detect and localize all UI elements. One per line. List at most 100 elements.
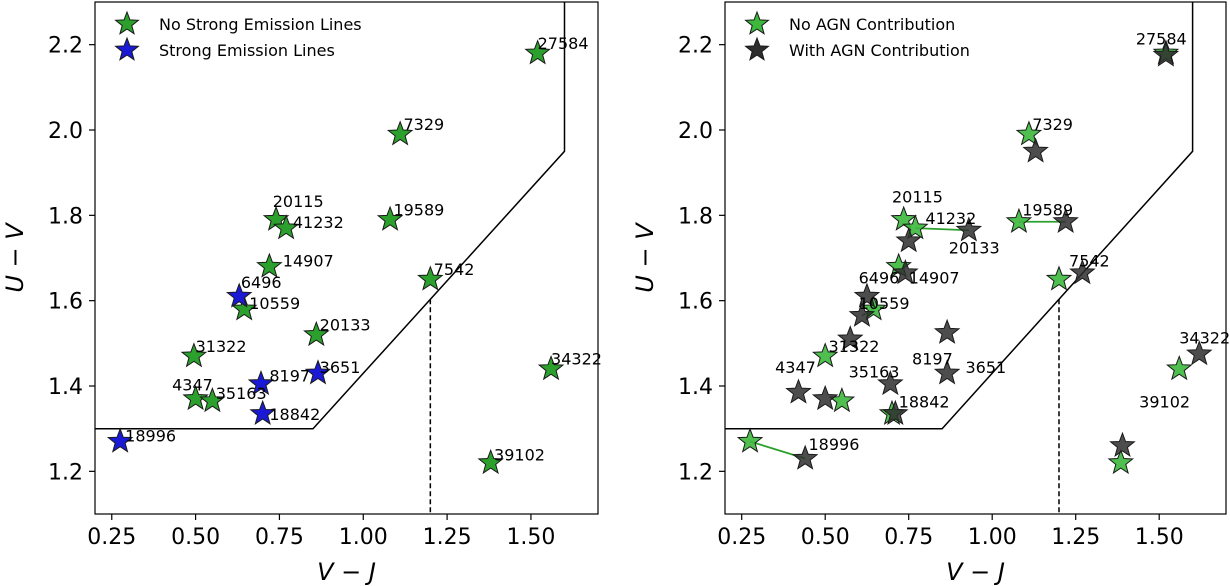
y-tick-label: 1.6 [678, 290, 713, 315]
point-label: 35163 [216, 384, 267, 403]
data-point-7542 [417, 265, 444, 291]
data-point-31322 [837, 325, 864, 351]
data-point-19589 [1005, 207, 1033, 234]
x-tick-label: 0.75 [255, 525, 304, 550]
point-label: 7542 [1069, 252, 1110, 271]
data-point-10559 [230, 295, 258, 321]
x-tick-label: 1.50 [506, 525, 555, 550]
data-point-34322 [1186, 340, 1213, 366]
data-point-14907 [892, 259, 919, 285]
data-point-27584 [524, 39, 551, 65]
data-point-31322 [811, 342, 839, 368]
data-point-7329 [386, 120, 414, 146]
legend-marker [744, 36, 770, 61]
y-tick-label: 1.2 [678, 460, 713, 485]
data-point-7542 [1045, 265, 1073, 291]
legend-label: No AGN Contribution [789, 15, 955, 34]
data-point-20133 [955, 216, 983, 242]
point-label: 27584 [538, 34, 589, 53]
data-point-41232 [902, 214, 929, 240]
x-tick-label: 0.75 [884, 525, 933, 550]
y-tick-label: 1.6 [48, 290, 83, 315]
point-label: 20115 [892, 188, 943, 207]
data-point-14907 [256, 252, 283, 278]
x-axis-label: V − J [317, 558, 376, 586]
data-point-35163 [828, 387, 856, 413]
point-label: 34322 [551, 350, 602, 369]
y-axis-label: U − V [631, 222, 659, 293]
point-label: 7329 [1032, 115, 1073, 134]
selection-boundary [95, 2, 566, 430]
point-label: 3651 [965, 358, 1006, 377]
point-label: 4347 [172, 375, 213, 394]
legend-label: No Strong Emission Lines [159, 15, 362, 34]
data-point-3651 [304, 359, 332, 385]
point-label: 27584 [1136, 30, 1187, 49]
data-point-4347 [785, 378, 812, 404]
point-label: 6496 [241, 273, 282, 292]
data-point-18996 [106, 427, 134, 453]
point-label: 39102 [1139, 392, 1190, 411]
data-point-7329 [1015, 120, 1043, 146]
data-point-39102 [477, 448, 504, 475]
point-label: 18996 [809, 435, 860, 454]
point-label: 3651 [320, 358, 361, 377]
point-label: 4347 [775, 358, 816, 377]
y-axis-label: U − V [1, 222, 29, 293]
point-label: 14907 [283, 252, 334, 271]
data-point-39102 [1109, 431, 1136, 458]
legend-label: Strong Emission Lines [159, 41, 335, 60]
x-axis-label: V − J [946, 558, 1005, 586]
legend-marker [114, 36, 140, 61]
chart-panel-2: 27584 7329 20115 41232 19589 20133 14907 7542 64… [631, 1, 1230, 586]
data-point-39102 [1107, 448, 1135, 475]
data-point-18996 [791, 444, 819, 470]
point-label: 20133 [320, 316, 371, 335]
x-tick-label: 1.50 [1135, 525, 1184, 550]
y-tick-label: 1.4 [678, 375, 713, 400]
x-tick-label: 1.00 [339, 525, 388, 550]
data-point-20115 [895, 227, 922, 253]
data-point-19589 [1052, 207, 1079, 234]
x-tick-label: 0.25 [717, 525, 766, 550]
data-point-4347 [182, 384, 209, 411]
y-tick-label: 1.8 [48, 204, 83, 229]
data-point-8197 [247, 369, 275, 396]
data-point-10559 [848, 301, 876, 327]
point-label: 31322 [196, 337, 247, 356]
point-label: 6496 [859, 269, 900, 288]
data-point-7329 [1022, 137, 1049, 163]
legend-label: With AGN Contribution [789, 41, 970, 60]
y-tick-label: 1.2 [48, 460, 83, 485]
legend-marker [744, 10, 770, 35]
point-label: 31322 [829, 337, 880, 356]
point-label: 8197 [912, 350, 953, 369]
selection-boundary [725, 2, 1194, 430]
data-point-19589 [376, 205, 404, 231]
point-label: 8197 [269, 367, 310, 386]
point-label: 18842 [269, 405, 320, 424]
data-point-4347b [811, 384, 839, 411]
point-label: 10559 [249, 294, 300, 313]
data-point-20133 [303, 320, 330, 347]
point-label: 41232 [925, 209, 976, 228]
x-tick-label: 1.25 [1051, 525, 1100, 550]
data-point-35163 [199, 387, 226, 413]
point-label: 18842 [899, 392, 950, 411]
data-point-6496 [853, 282, 881, 308]
point-label: 7329 [404, 115, 445, 134]
point-label: 19589 [393, 200, 444, 219]
data-point-3651 [933, 359, 961, 385]
legend-marker [114, 10, 140, 35]
point-label: 34322 [1179, 328, 1230, 347]
x-tick-label: 0.25 [87, 525, 136, 550]
point-label: 20115 [273, 192, 324, 211]
point-label: 14907 [909, 269, 960, 288]
data-point-7542 [1069, 259, 1096, 285]
axes-frame [724, 1, 1227, 515]
data-point-34322 [537, 355, 565, 381]
y-tick-label: 1.8 [678, 204, 713, 229]
y-tick-label: 2.0 [48, 119, 83, 144]
data-point-18996 [736, 427, 764, 453]
